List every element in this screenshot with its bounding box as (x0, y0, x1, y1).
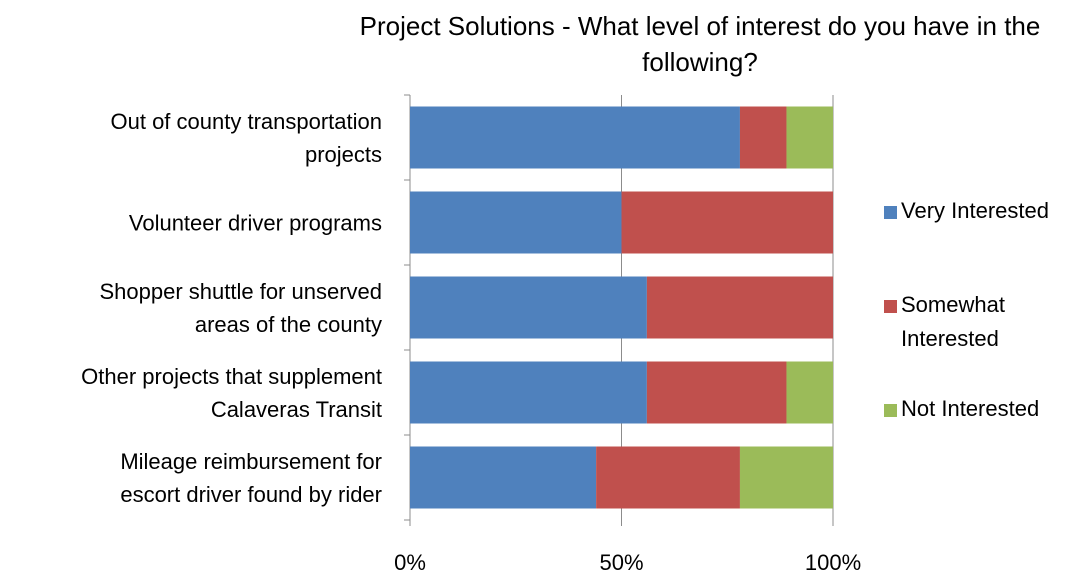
bar-very-interested (410, 106, 740, 169)
category-label: Mileage reimbursement for escort driver f… (120, 449, 382, 507)
x-tick-label: 100% (805, 550, 861, 571)
bar-very-interested (410, 361, 647, 424)
bar-very-interested (410, 276, 647, 339)
category-label: Other projects that supplement Calaveras … (81, 364, 382, 422)
legend-label: Very Interested (901, 198, 1049, 223)
bar-not-interested (786, 106, 833, 169)
bar-somewhat-interested (646, 276, 833, 339)
bar-not-interested (786, 361, 833, 424)
legend-swatch (884, 300, 897, 313)
chart-title: Project Solutions - What level of intere… (359, 11, 1041, 77)
legend-label: Not Interested (901, 396, 1040, 421)
bar-somewhat-interested (646, 361, 787, 424)
bar-very-interested (410, 446, 597, 509)
category-label: Shopper shuttle for unserved areas of the… (99, 279, 382, 337)
legend-item: Not Interested (884, 392, 1039, 426)
bar-very-interested (410, 191, 622, 254)
legend-item: Very Interested (884, 194, 1049, 228)
bar-somewhat-interested (596, 446, 740, 509)
x-tick-label: 0% (394, 550, 426, 571)
category-label: Volunteer driver programs (129, 211, 382, 236)
x-tick-label: 50% (599, 550, 643, 571)
legend-swatch (884, 206, 897, 219)
legend-label: Somewhat Interested (901, 292, 1005, 351)
legend-item: Somewhat Interested (884, 288, 1005, 356)
category-label: Out of county transportation projects (111, 109, 383, 167)
legend-swatch (884, 404, 897, 417)
bar-somewhat-interested (621, 191, 833, 254)
bar-somewhat-interested (739, 106, 787, 169)
bar-not-interested (739, 446, 833, 509)
